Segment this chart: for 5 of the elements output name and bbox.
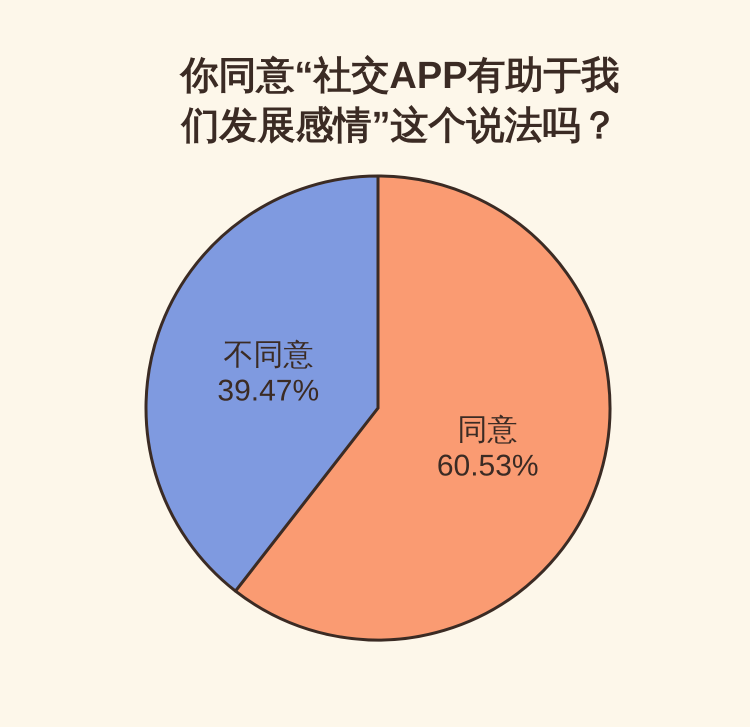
chart-title: 你同意“社交APP有助于我们发展感情”这个说法吗？ bbox=[178, 54, 620, 147]
slice-label: 同意 bbox=[458, 414, 518, 447]
data-label: 39.47% bbox=[217, 374, 320, 408]
data-label: 60.53% bbox=[436, 450, 539, 483]
slice-label: 不同意 bbox=[223, 338, 314, 372]
